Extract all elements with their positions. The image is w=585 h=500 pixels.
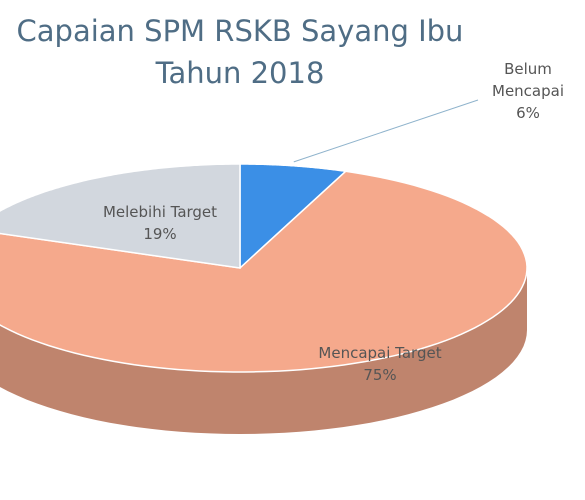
category-label: Belum Mencapai xyxy=(492,60,564,100)
value-label: 75% xyxy=(363,366,397,384)
pie-slice xyxy=(0,163,241,269)
pie-slice xyxy=(239,163,348,270)
category-label: Mencapai Target xyxy=(318,344,442,362)
pie-slice xyxy=(0,170,528,373)
value-label: 19% xyxy=(143,225,177,243)
category-label: Melebihi Target xyxy=(102,203,218,221)
leader-line xyxy=(293,99,479,163)
value-label: 6% xyxy=(516,104,540,122)
pie-side xyxy=(0,268,527,434)
data-label: Melebihi Target 19% xyxy=(70,201,250,245)
chart-title: Capaian SPM RSKB Sayang Ibu Tahun 2018 xyxy=(16,14,464,90)
data-label: Belum Mencapai 6% xyxy=(478,58,578,124)
data-label: Mencapai Target 75% xyxy=(280,342,480,386)
